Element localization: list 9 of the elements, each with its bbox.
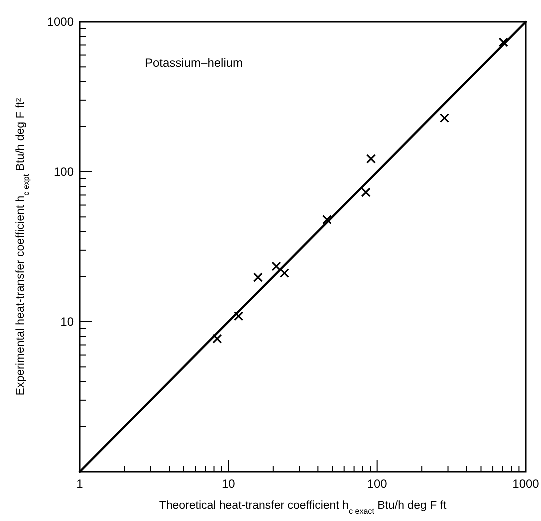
annotation: Potassium–helium — [145, 56, 244, 70]
x-tick-label: 1000 — [512, 477, 540, 491]
x-axis-title: Theoretical heat-transfer coefficient h$_{c exact}$ Btu/h deg F ft — [159, 500, 448, 516]
x-tick-label: 100 — [367, 477, 388, 491]
y-tick-label: 1000 — [47, 15, 74, 29]
y-tick-label: 10 — [60, 315, 74, 329]
y-tick-label: 100 — [54, 165, 74, 179]
x-tick-label: 1 — [76, 477, 84, 491]
x-tick-label: 10 — [222, 477, 236, 491]
